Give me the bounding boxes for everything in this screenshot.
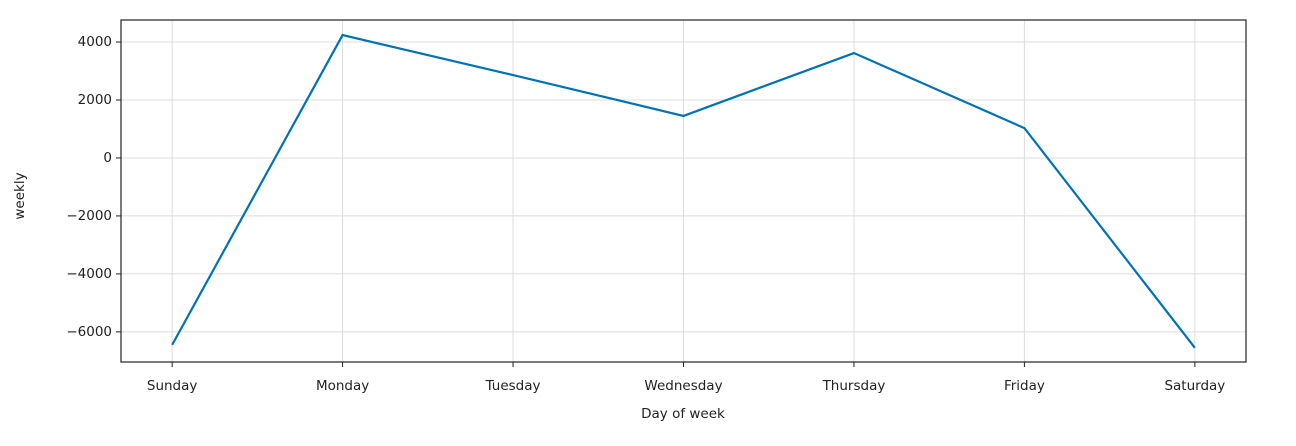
y-tick-label: −2000 — [66, 208, 112, 224]
y-tick-label: −6000 — [66, 324, 112, 340]
y-tick-label: −4000 — [66, 266, 112, 282]
y-tick-label: 2000 — [78, 92, 112, 108]
x-tick-label: Tuesday — [485, 378, 541, 394]
y-axis-label: weekly — [12, 172, 28, 219]
x-tick-label: Monday — [316, 378, 369, 394]
x-tick-label: Thursday — [822, 378, 886, 394]
plot-frame — [120, 19, 1247, 363]
x-tick-label: Sunday — [147, 378, 198, 394]
line-series — [171, 33, 1196, 349]
x-tick-label: Friday — [1004, 378, 1045, 394]
x-axis-label: Day of week — [641, 406, 725, 422]
x-tick-label: Saturday — [1164, 378, 1225, 394]
x-tick-label: Wednesday — [644, 378, 722, 394]
y-tick-label: 0 — [103, 150, 112, 166]
y-tick-label: 4000 — [78, 34, 112, 50]
